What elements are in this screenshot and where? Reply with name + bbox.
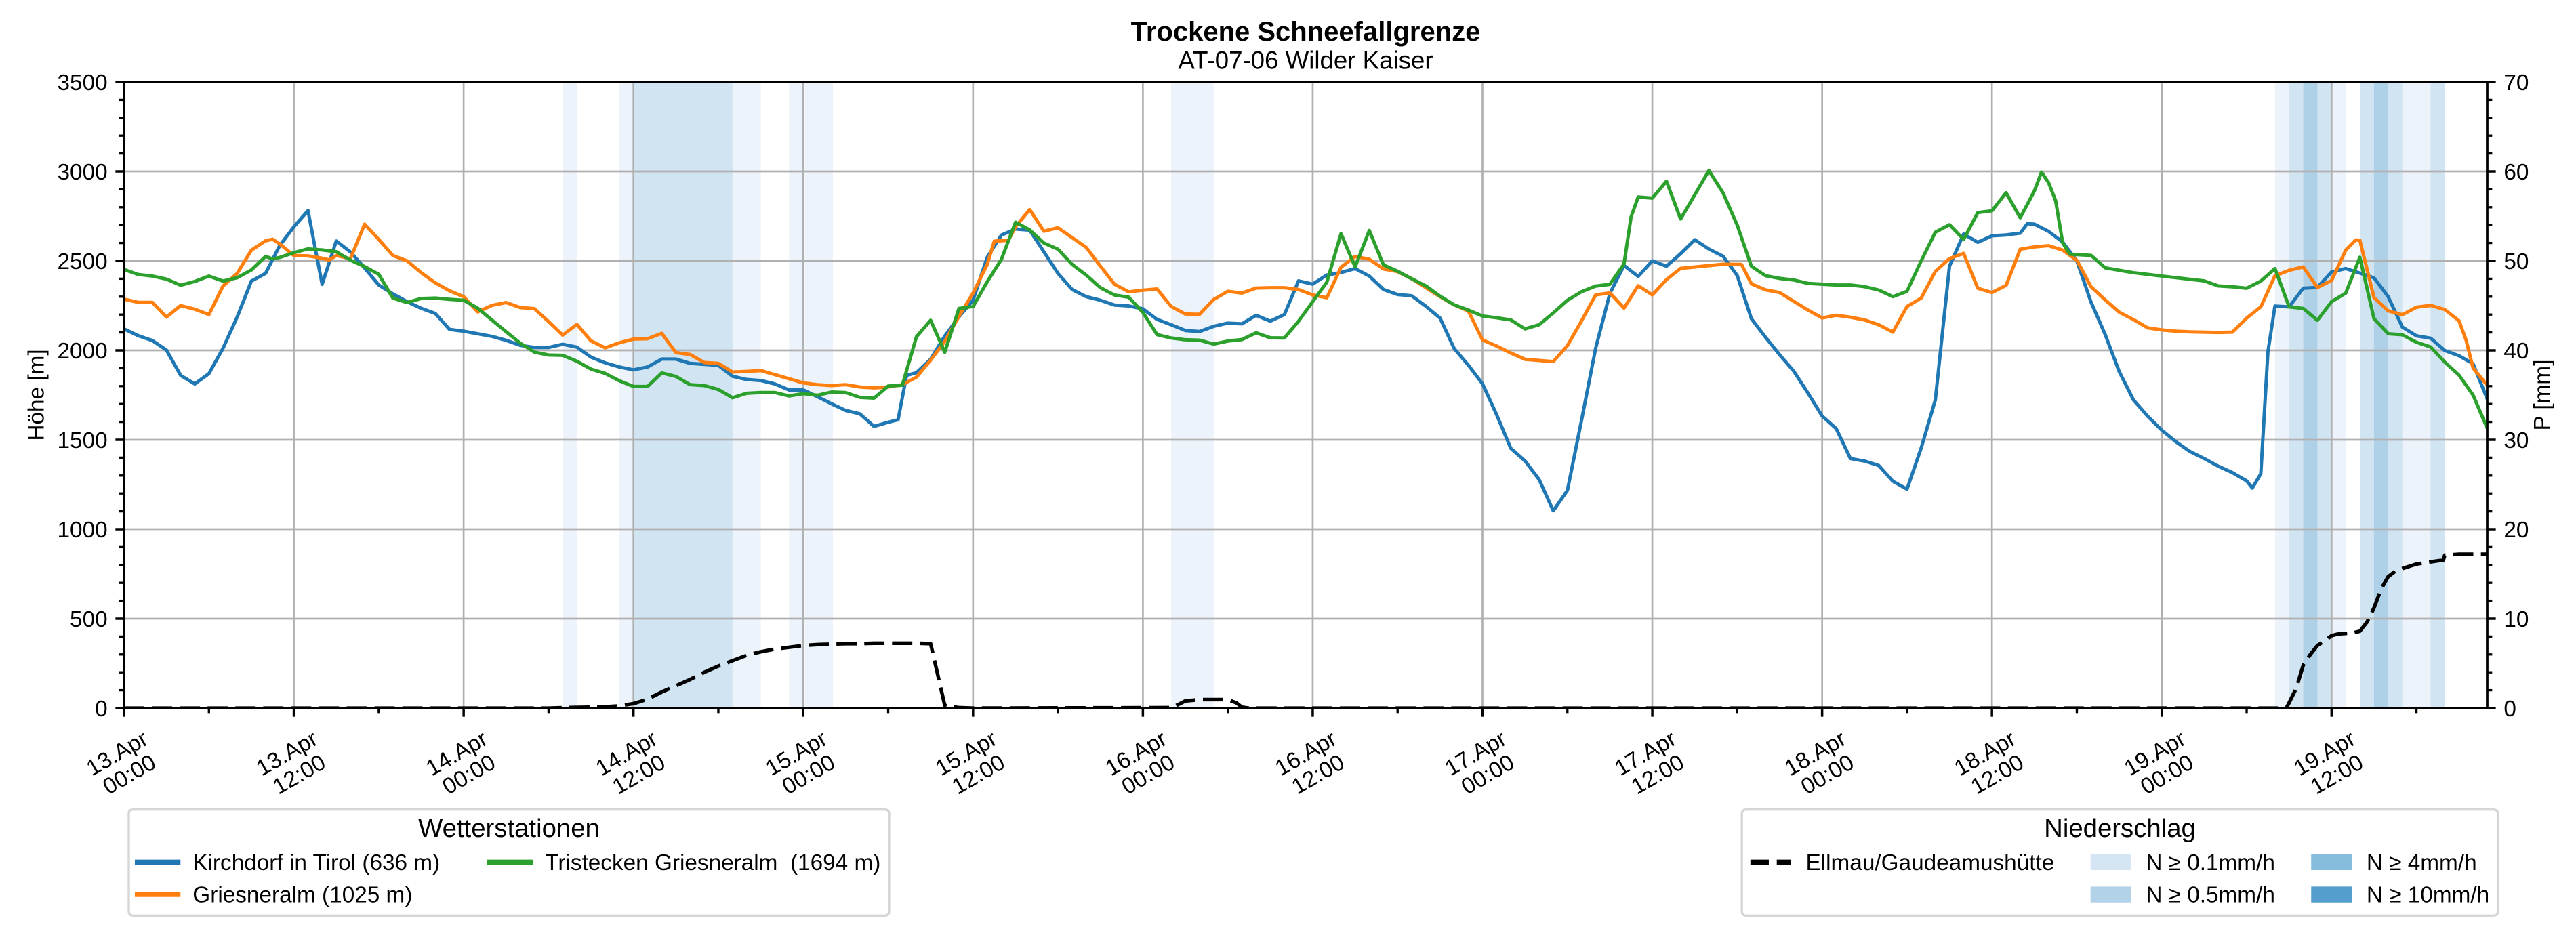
- svg-text:0: 0: [2503, 697, 2516, 722]
- svg-text:30: 30: [2503, 428, 2529, 453]
- svg-text:N ≥ 4mm/h: N ≥ 4mm/h: [2367, 850, 2477, 875]
- svg-text:Kirchdorf in Tirol (636 m): Kirchdorf in Tirol (636 m): [192, 850, 440, 875]
- svg-text:1500: 1500: [58, 428, 108, 453]
- svg-text:2500: 2500: [58, 249, 108, 274]
- svg-text:500: 500: [70, 607, 108, 632]
- svg-text:AT-07-06 Wilder Kaiser: AT-07-06 Wilder Kaiser: [1178, 47, 1433, 75]
- svg-text:10: 10: [2503, 607, 2529, 632]
- svg-text:1000: 1000: [58, 518, 108, 543]
- svg-text:70: 70: [2503, 70, 2529, 96]
- svg-text:N ≥ 0.5mm/h: N ≥ 0.5mm/h: [2146, 883, 2275, 908]
- svg-text:60: 60: [2503, 160, 2529, 185]
- svg-text:Griesneralm (1025 m): Griesneralm (1025 m): [192, 883, 412, 908]
- svg-text:Trockene Schneefallgrenze: Trockene Schneefallgrenze: [1131, 17, 1481, 47]
- svg-text:3000: 3000: [58, 160, 108, 185]
- svg-text:Wetterstationen: Wetterstationen: [418, 814, 600, 843]
- svg-text:2000: 2000: [58, 339, 108, 364]
- svg-text:N ≥ 10mm/h: N ≥ 10mm/h: [2367, 883, 2489, 908]
- svg-text:Tristecken Griesneralm (1694: Tristecken Griesneralm (1694 m): [545, 850, 880, 875]
- svg-text:Ellmau/Gaudeamushütte: Ellmau/Gaudeamushütte: [1805, 850, 2054, 875]
- svg-text:Niederschlag: Niederschlag: [2044, 814, 2196, 843]
- svg-text:40: 40: [2503, 339, 2529, 364]
- svg-text:Höhe [m]: Höhe [m]: [24, 349, 49, 440]
- svg-text:3500: 3500: [58, 70, 108, 96]
- svg-text:N ≥ 0.1mm/h: N ≥ 0.1mm/h: [2146, 850, 2275, 875]
- svg-text:50: 50: [2503, 249, 2529, 274]
- svg-text:0: 0: [95, 697, 108, 722]
- svg-text:P [mm]: P [mm]: [2530, 360, 2555, 431]
- svg-text:20: 20: [2503, 518, 2529, 543]
